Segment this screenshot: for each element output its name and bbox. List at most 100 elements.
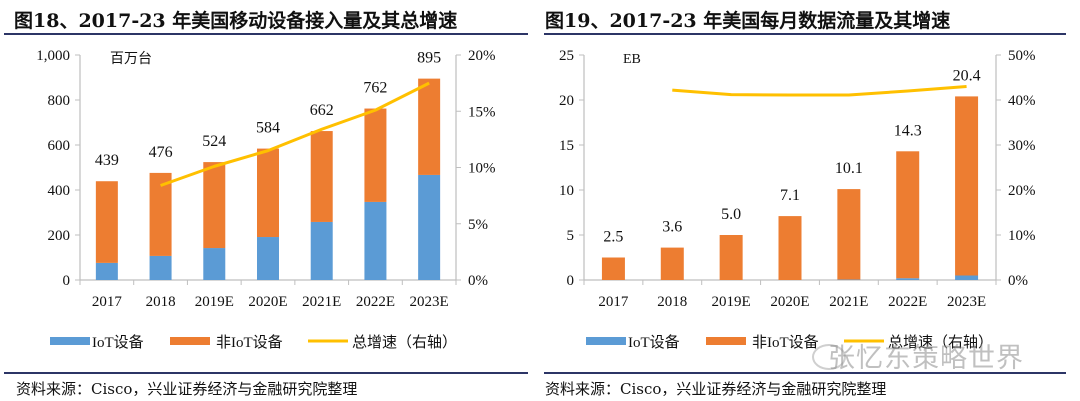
growth-line	[672, 85, 967, 97]
y-tick-label-left: 0	[63, 273, 71, 289]
legend-label-non-iot: 非IoT设备	[752, 334, 819, 351]
total-data-label: 20.4	[953, 67, 981, 84]
source-rule-right	[544, 372, 1066, 374]
y-tick-label-left: 600	[48, 138, 71, 154]
y-tick-label-right: 30%	[1008, 138, 1036, 154]
y-tick-label-right: 10%	[1008, 228, 1036, 244]
bar-non-iot	[310, 131, 333, 222]
y-tick-label-right: 20%	[1008, 183, 1036, 199]
bar-non-iot	[364, 108, 387, 202]
figure-19-title: 图19、2017-23 年美国每月数据流量及其增速	[545, 10, 951, 32]
chart-monthly-data-traffic: 0 5 10 15 20 25 0% 10% 20% 30% 40% 50% 2017 2018 2019E…	[559, 48, 1036, 351]
x-tick-label: 2022E	[888, 294, 927, 310]
y-tick-label-right: 20%	[468, 48, 496, 64]
unit-label: EB	[623, 52, 641, 67]
x-tick-label: 2018	[146, 294, 176, 310]
y-tick-label-left: 10	[559, 183, 574, 199]
bar-non-iot	[95, 181, 118, 263]
y-tick-label-left: 400	[48, 183, 71, 199]
bar-iot	[257, 237, 279, 280]
x-tick-label: 2021E	[302, 294, 341, 310]
y-tick-label-left: 5	[567, 228, 575, 244]
x-tick-label: 2021E	[829, 294, 868, 310]
legend-swatch-iot	[50, 337, 90, 345]
watermark: 张忆东策略世界	[828, 343, 1024, 374]
total-data-label: 584	[256, 120, 280, 137]
legend-label-non-iot: 非IoT设备	[216, 334, 283, 351]
x-tick-label: 2017	[92, 294, 123, 310]
total-data-label: 524	[202, 133, 226, 150]
unit-label: 百万台	[110, 51, 152, 67]
bar-iot	[203, 248, 226, 280]
bar-non-iot	[896, 151, 920, 279]
y-tick-label-right: 15%	[468, 104, 496, 120]
bar-non-iot	[149, 172, 172, 256]
bar-iot	[149, 255, 172, 280]
figure-19-source: 资料来源：Cisco，兴业证券经济与金融研究院整理	[545, 380, 887, 398]
bar-non-iot	[257, 148, 279, 238]
y-tick-label-right: 10%	[468, 161, 496, 177]
total-data-label: 14.3	[894, 122, 922, 139]
bar-iot	[364, 201, 387, 280]
source-rule-left	[4, 372, 528, 374]
legend-label-iot: IoT设备	[628, 334, 680, 351]
total-data-label: 10.1	[835, 160, 863, 177]
y-tick-label-left: 0	[567, 273, 575, 289]
total-data-label: 762	[363, 80, 387, 97]
total-data-label: 439	[95, 152, 119, 169]
bar-non-iot	[955, 96, 979, 276]
total-data-label: 7.1	[780, 187, 800, 204]
y-tick-label-left: 1,000	[36, 48, 70, 64]
figure-18-title: 图18、2017-23 年美国移动设备接入量及其总增速	[14, 10, 458, 32]
total-data-label: 476	[149, 144, 173, 161]
total-data-label: 662	[310, 102, 334, 119]
title-rule-left	[4, 33, 528, 35]
x-tick-label: 2018	[657, 294, 687, 310]
legend-swatch-non-iot	[706, 337, 746, 345]
y-tick-label-left: 200	[48, 228, 71, 244]
legend-label-growth: 总增速（右轴）	[888, 334, 993, 351]
total-data-label: 3.6	[662, 219, 682, 236]
title-rule-right	[544, 33, 1066, 35]
x-tick-label: 2020E	[248, 294, 287, 310]
x-tick-label: 2023E	[947, 294, 986, 310]
y-tick-label-left: 20	[559, 93, 574, 109]
bar-non-iot	[778, 216, 802, 280]
figure-18-source: 资料来源：Cisco，兴业证券经济与金融研究院整理	[16, 380, 358, 398]
y-tick-label-right: 0%	[1008, 273, 1028, 289]
legend-label-growth: 总增速（右轴）	[352, 334, 457, 351]
bar-non-iot	[418, 78, 441, 175]
legend-label-iot: IoT设备	[92, 334, 144, 351]
x-tick-label: 2017	[598, 294, 629, 310]
x-tick-label: 2019E	[712, 294, 751, 310]
y-tick-label-left: 800	[48, 93, 71, 109]
bar-iot	[896, 278, 920, 280]
y-tick-label-right: 0%	[468, 273, 488, 289]
total-data-label: 895	[417, 50, 441, 67]
y-tick-label-right: 5%	[468, 217, 488, 233]
legend-swatch-iot	[586, 337, 626, 345]
y-tick-label-left: 25	[559, 48, 574, 64]
x-tick-label: 2023E	[410, 294, 449, 310]
legend-swatch-non-iot	[170, 337, 210, 345]
bar-iot	[418, 174, 441, 280]
x-tick-label: 2020E	[770, 294, 809, 310]
total-data-label: 5.0	[721, 206, 741, 223]
total-data-label: 2.5	[603, 229, 623, 246]
bar-non-iot	[203, 162, 226, 249]
y-tick-label-right: 50%	[1008, 48, 1036, 64]
chart-mobile-devices: 0 200 400 600 800 1,000 0% 5% 10% 15% 20% 2017 2018 2…	[36, 48, 496, 351]
bar-non-iot	[719, 235, 743, 280]
bar-iot	[310, 221, 333, 280]
bar-iot	[95, 262, 118, 280]
growth-line	[160, 81, 430, 187]
bar-non-iot	[837, 189, 861, 280]
x-tick-label: 2019E	[195, 294, 234, 310]
wechat-icon	[812, 344, 846, 370]
y-tick-label-right: 40%	[1008, 93, 1036, 109]
x-tick-label: 2022E	[356, 294, 395, 310]
bar-non-iot	[660, 247, 684, 280]
bar-iot	[955, 275, 979, 280]
y-tick-label-left: 15	[559, 138, 574, 154]
